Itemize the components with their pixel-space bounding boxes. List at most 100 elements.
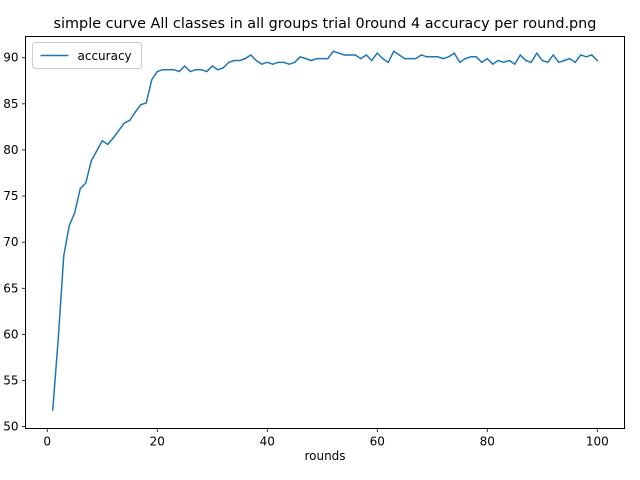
data-point <box>283 61 285 64</box>
data-point <box>338 52 340 54</box>
data-point <box>189 70 191 73</box>
data-point <box>321 57 323 60</box>
data-point <box>486 57 489 60</box>
data-point <box>90 160 92 162</box>
data-point <box>426 56 428 58</box>
data-point <box>459 61 461 64</box>
data-point <box>222 67 224 69</box>
data-point <box>404 57 406 60</box>
data-point <box>128 119 131 122</box>
data-point <box>558 61 560 64</box>
data-point <box>591 54 593 56</box>
x-tick-label: 60 <box>370 435 385 449</box>
data-point <box>316 57 318 60</box>
x-tick-label: 20 <box>150 435 165 449</box>
data-point <box>62 255 65 257</box>
data-point <box>492 63 494 65</box>
data-point <box>437 56 439 58</box>
data-point <box>448 56 450 58</box>
y-tick-label: 70 <box>3 235 18 249</box>
data-point <box>272 63 274 65</box>
data-point <box>145 102 147 104</box>
data-point <box>585 56 588 58</box>
data-point <box>294 61 296 64</box>
data-point <box>354 54 356 56</box>
data-point <box>398 54 401 56</box>
x-tick-label: 40 <box>260 435 275 449</box>
data-point <box>442 57 445 60</box>
data-point <box>349 54 351 56</box>
data-point <box>112 137 114 139</box>
data-point <box>310 59 312 62</box>
data-point <box>134 111 136 113</box>
data-point <box>183 65 186 67</box>
data-point <box>360 57 362 60</box>
y-tick-label: 60 <box>3 327 18 341</box>
data-point <box>51 409 54 411</box>
y-tick-label: 55 <box>3 374 18 388</box>
data-point <box>536 52 538 54</box>
data-point <box>525 59 527 62</box>
data-point <box>150 79 153 81</box>
data-point <box>106 143 109 146</box>
data-point <box>327 57 329 60</box>
data-point <box>376 52 378 54</box>
data-point <box>288 63 290 65</box>
data-point <box>547 61 549 64</box>
data-point <box>365 54 367 56</box>
data-point <box>255 59 257 62</box>
x-tick-label: 100 <box>586 435 609 449</box>
data-point <box>260 63 263 65</box>
data-point <box>497 59 500 62</box>
data-point <box>161 68 164 71</box>
y-axis: 50 55 60 65 70 75 80 85 90 <box>3 51 26 434</box>
data-point <box>420 54 423 56</box>
series-line-accuracy <box>51 50 599 411</box>
data-point <box>409 57 412 60</box>
y-tick-label: 85 <box>3 97 18 111</box>
data-point <box>371 59 373 62</box>
data-point <box>519 54 522 56</box>
data-point <box>266 61 268 64</box>
data-point <box>200 68 202 71</box>
data-point <box>305 57 307 60</box>
data-point <box>194 68 197 71</box>
plot-frame <box>25 36 625 429</box>
data-point <box>79 187 81 190</box>
data-point <box>563 59 566 62</box>
data-point <box>552 54 555 56</box>
data-point <box>277 61 279 64</box>
data-point <box>569 57 571 60</box>
data-point <box>211 65 213 67</box>
data-point <box>238 59 241 62</box>
data-point <box>464 57 467 60</box>
x-tick-label: 0 <box>43 435 51 449</box>
data-point <box>299 56 301 58</box>
data-point <box>178 70 180 73</box>
data-point <box>453 52 456 54</box>
data-point <box>530 61 533 64</box>
data-point <box>167 68 169 71</box>
x-axis-label: rounds <box>304 449 345 463</box>
data-point <box>541 59 544 62</box>
data-point <box>431 56 434 58</box>
data-point <box>139 104 142 106</box>
data-point <box>249 54 252 56</box>
data-point <box>508 59 511 62</box>
data-point <box>470 56 472 58</box>
data-point <box>216 68 219 71</box>
plot-area <box>51 50 599 411</box>
data-point <box>233 59 235 62</box>
data-point <box>574 61 577 64</box>
data-point <box>95 150 98 152</box>
data-point <box>68 224 70 227</box>
legend: accuracy <box>32 42 142 69</box>
data-point <box>84 182 87 184</box>
legend-box <box>32 42 142 69</box>
data-point <box>244 57 246 60</box>
data-point <box>481 61 483 64</box>
x-axis: 0 20 40 60 80 100 <box>43 428 609 449</box>
y-tick-label: 65 <box>3 281 18 295</box>
x-tick-label: 80 <box>480 435 495 449</box>
